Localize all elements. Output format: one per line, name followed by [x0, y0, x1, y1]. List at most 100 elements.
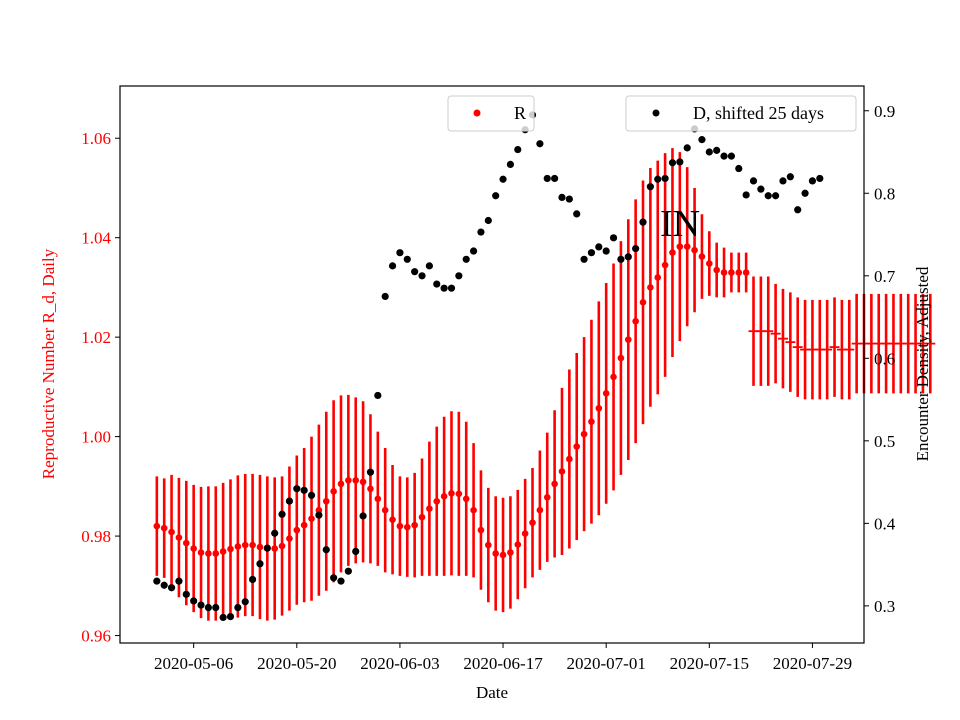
- d-point: [418, 272, 426, 280]
- d-point: [749, 177, 758, 185]
- r-point: [713, 266, 720, 274]
- r-point: [190, 545, 197, 552]
- x-tick-label: 2020-05-06: [154, 654, 233, 673]
- legend-r-box: [447, 95, 535, 132]
- d-point: [278, 510, 286, 518]
- d-point: [175, 577, 183, 585]
- d-point: [256, 560, 264, 568]
- r-point: [602, 390, 610, 397]
- r-point: [543, 493, 551, 501]
- d-point: [197, 601, 205, 609]
- r-point: [588, 418, 595, 425]
- r-point: [153, 522, 161, 530]
- r-point: [669, 249, 676, 256]
- d-point: [212, 603, 220, 612]
- r-point: [691, 246, 698, 254]
- d-point: [617, 255, 625, 263]
- r-point: [499, 551, 507, 559]
- r-point: [182, 539, 190, 547]
- d-point: [307, 491, 316, 499]
- r-point: [529, 519, 536, 526]
- d-point: [293, 485, 301, 493]
- r-point: [205, 550, 212, 557]
- d-point: [705, 148, 713, 156]
- x-tick-label: 2020-07-15: [670, 654, 749, 673]
- r-point: [698, 253, 706, 260]
- d-point: [330, 574, 338, 582]
- r-point: [337, 480, 345, 488]
- d-point: [359, 512, 367, 520]
- d-point: [779, 177, 787, 185]
- left-tick-label: 1.06: [81, 129, 111, 148]
- left-axis-ticks: 0.96 0.98 1.00 1.02 1.04 1.06: [81, 129, 120, 646]
- d-point: [683, 144, 691, 152]
- r-point: [470, 506, 477, 514]
- d-point: [182, 590, 190, 598]
- r-point: [426, 505, 433, 513]
- r-point: [742, 269, 750, 276]
- d-point: [676, 158, 684, 166]
- d-point: [668, 159, 677, 167]
- d-point: [248, 575, 257, 584]
- d-point: [167, 584, 176, 592]
- legend-d: D, shifted 25 days: [625, 95, 857, 132]
- r-point: [293, 526, 301, 534]
- r-point: [617, 354, 625, 362]
- r-point: [352, 477, 360, 484]
- x-tick-label: 2020-06-17: [463, 654, 543, 673]
- r-point: [683, 243, 691, 250]
- r-point: [536, 506, 544, 514]
- right-tick-label: 0.7: [874, 267, 896, 286]
- d-point: [624, 253, 632, 261]
- x-tick-label: 2020-07-29: [773, 654, 852, 673]
- d-point: [366, 468, 375, 476]
- r-point: [249, 541, 256, 549]
- r-point: [212, 550, 220, 557]
- d-point: [573, 210, 581, 218]
- d-point: [646, 183, 654, 191]
- r-point: [168, 528, 175, 536]
- d-point: [609, 234, 618, 242]
- d-point: [226, 612, 235, 621]
- d-point: [381, 292, 389, 301]
- r-point: [440, 492, 448, 500]
- d-point: [388, 262, 397, 270]
- d-point: [462, 255, 470, 263]
- d-point: [514, 145, 522, 154]
- d-point: [190, 597, 198, 605]
- d-point: [374, 391, 382, 400]
- d-point: [602, 247, 610, 255]
- legend-r-marker: [473, 109, 481, 117]
- r-point: [558, 468, 566, 475]
- d-point: [234, 603, 242, 612]
- r-point: [462, 495, 470, 503]
- d-point: [713, 146, 721, 154]
- d-point: [263, 544, 271, 552]
- x-tick-label: 2020-07-01: [567, 654, 646, 673]
- r-point: [624, 336, 632, 343]
- r-point: [396, 522, 404, 530]
- r-point: [580, 430, 588, 438]
- d-point: [300, 486, 308, 494]
- r-point: [492, 550, 499, 557]
- r-point: [367, 485, 374, 493]
- r-point: [271, 545, 278, 552]
- d-point: [241, 598, 249, 606]
- r-point: [219, 548, 227, 555]
- d-point: [816, 174, 824, 183]
- x-tick-label: 2020-06-03: [360, 654, 439, 673]
- d-point: [720, 152, 728, 160]
- r-point: [345, 477, 352, 484]
- d-point: [801, 189, 809, 197]
- r-point: [403, 523, 411, 531]
- r-point: [234, 543, 242, 550]
- r-point: [455, 490, 463, 498]
- left-tick-label: 1.02: [81, 328, 111, 347]
- right-tick-label: 0.8: [874, 184, 895, 203]
- d-point: [735, 164, 743, 173]
- x-axis-title: Date: [476, 683, 508, 702]
- r-point: [308, 515, 315, 522]
- d-point: [455, 272, 463, 280]
- r-point: [514, 541, 522, 548]
